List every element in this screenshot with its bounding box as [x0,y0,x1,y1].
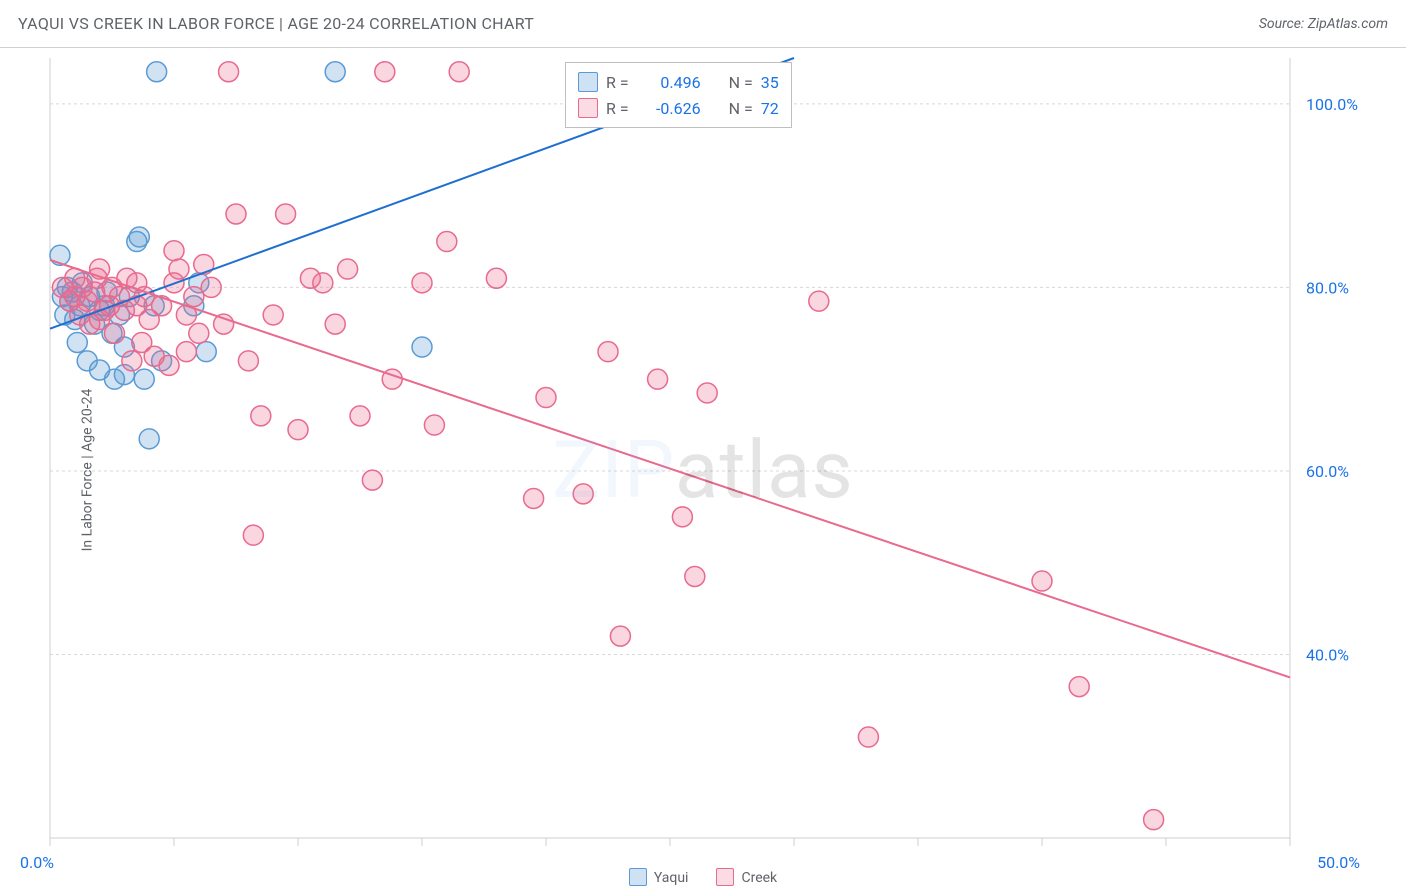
scatter-point [313,273,333,293]
scatter-point [134,369,154,389]
legend-bottom: Yaqui Creek [0,868,1406,886]
scatter-point [1032,571,1052,591]
scatter-point [243,525,263,545]
scatter-point [362,470,382,490]
scatter-point [412,273,432,293]
scatter-point [169,259,189,279]
scatter-point [598,342,618,362]
scatter-point [573,484,593,504]
legend-label: Yaqui [654,870,689,886]
scatter-point [424,415,444,435]
chart-title: YAQUI VS CREEK IN LABOR FORCE | AGE 20-2… [18,14,534,33]
legend-item: Yaqui [629,868,689,886]
n-value: 35 [761,73,779,92]
svg-text:40.0%: 40.0% [1306,645,1349,664]
scatter-point [858,727,878,747]
scatter-point [194,254,214,274]
scatter-point [375,62,395,82]
stats-legend-box: R = 0.496 N = 35 R = -0.626 N = 72 [565,62,792,128]
scatter-point [139,429,159,449]
scatter-point [147,62,167,82]
scatter-point [129,227,149,247]
scatter-point [226,204,246,224]
scatter-point [524,488,544,508]
scatter-point [350,406,370,426]
regression-line [50,260,1290,678]
scatter-point [648,369,668,389]
scatter-point [1144,810,1164,830]
n-label: N = [729,99,753,118]
scatter-point [201,277,221,297]
scatter-point [122,351,142,371]
r-label: R = [606,73,629,92]
scatter-point [238,351,258,371]
scatter-point [214,314,234,334]
scatter-point [449,62,469,82]
scatter-point [536,388,556,408]
scatter-point [325,314,345,334]
scatter-point [697,383,717,403]
svg-text:80.0%: 80.0% [1306,278,1349,297]
chart-header: YAQUI VS CREEK IN LABOR FORCE | AGE 20-2… [0,0,1406,48]
scatter-point [159,355,179,375]
chart-area: In Labor Force | Age 20-24 0.0%50.0%40.0… [0,48,1406,892]
n-label: N = [729,73,753,92]
scatter-point [219,62,239,82]
scatter-point [196,342,216,362]
scatter-point [412,337,432,357]
scatter-point [263,305,283,325]
scatter-point [486,268,506,288]
r-value: 0.496 [637,73,701,92]
legend-swatch [629,868,647,886]
legend-swatch [716,868,734,886]
scatter-point [610,626,630,646]
stats-row: R = -0.626 N = 72 [578,95,779,121]
legend-swatch [578,72,598,92]
stats-row: R = 0.496 N = 35 [578,69,779,95]
scatter-point [251,406,271,426]
scatter-point [325,62,345,82]
legend-swatch [578,98,598,118]
scatter-point [176,342,196,362]
n-value: 72 [761,99,779,118]
scatter-point [672,507,692,527]
legend-label: Creek [741,870,777,886]
scatter-point [67,332,87,352]
scatter-point [809,291,829,311]
r-label: R = [606,99,629,118]
scatter-point [288,420,308,440]
scatter-point [164,241,184,261]
legend-item: Creek [716,868,777,886]
chart-source: Source: ZipAtlas.com [1259,16,1388,32]
svg-text:60.0%: 60.0% [1306,462,1349,481]
scatter-point [189,323,209,343]
scatter-point [338,259,358,279]
svg-text:100.0%: 100.0% [1306,95,1358,114]
y-axis-label: In Labor Force | Age 20-24 [79,389,95,552]
scatter-point [437,232,457,252]
scatter-chart: 0.0%50.0%40.0%60.0%80.0%100.0% [0,48,1406,892]
scatter-point [276,204,296,224]
scatter-point [1069,677,1089,697]
scatter-point [104,323,124,343]
r-value: -0.626 [637,99,701,118]
scatter-point [685,566,705,586]
